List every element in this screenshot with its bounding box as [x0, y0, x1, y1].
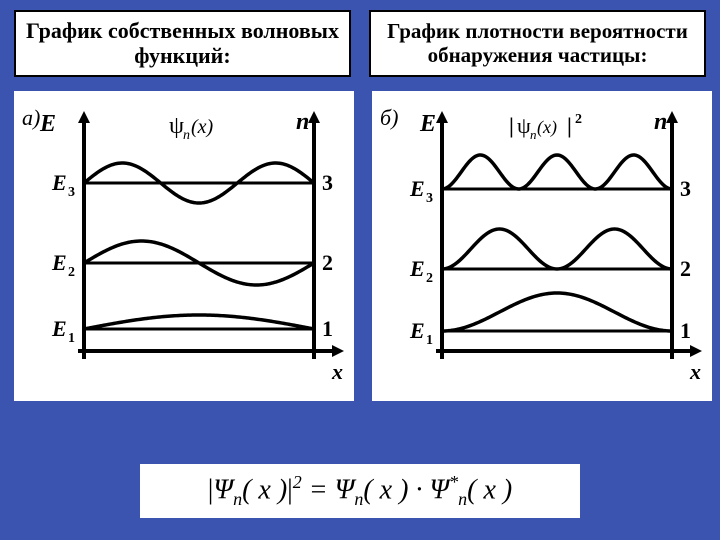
- psi-arg-x: ( x ): [242, 474, 287, 505]
- rhs-psi2-arg: ( x ): [467, 474, 512, 505]
- svg-text:x: x: [689, 359, 701, 384]
- svg-text:a): a): [22, 105, 40, 130]
- plots-row: a)Enxψn(x)E11E22E33 б)Enx|ψn(x)|2E11E22E…: [0, 77, 720, 401]
- svg-text:2: 2: [680, 256, 691, 281]
- svg-text:E: E: [409, 318, 425, 343]
- title-row: График собственных волновых функций: Гра…: [0, 0, 720, 77]
- panel-a: a)Enxψn(x)E11E22E33: [14, 91, 354, 401]
- formula: |Ψn( x )|2 = Ψn( x ) · Ψ*n( x ): [140, 464, 580, 518]
- dot: ·: [415, 474, 429, 505]
- svg-text:n: n: [183, 128, 190, 143]
- svg-text:1: 1: [68, 331, 75, 346]
- slide: График собственных волновых функций: Гра…: [0, 0, 720, 540]
- square: 2: [293, 472, 302, 492]
- rhs-psi1: Ψ: [335, 474, 355, 505]
- title-right: График плотности вероятности обнаружения…: [369, 10, 706, 77]
- wavefunction-plot: a)Enxψn(x)E11E22E33: [14, 91, 354, 401]
- svg-text:б): б): [380, 105, 398, 130]
- psi-sub-n: n: [233, 489, 242, 509]
- rhs-psi1-arg: ( x ): [363, 474, 408, 505]
- svg-text:2: 2: [426, 271, 433, 286]
- svg-text:(x): (x): [191, 116, 214, 138]
- rhs-psi1-sub: n: [354, 489, 363, 509]
- svg-text:E: E: [39, 111, 56, 137]
- svg-text:E: E: [51, 170, 67, 195]
- svg-text:n: n: [530, 127, 537, 142]
- svg-text:|: |: [567, 113, 572, 138]
- svg-text:n: n: [654, 109, 667, 135]
- svg-text:n: n: [296, 109, 309, 135]
- svg-text:E: E: [409, 176, 425, 201]
- rhs-psi2: Ψ: [429, 474, 449, 505]
- svg-text:1: 1: [426, 333, 433, 348]
- svg-text:3: 3: [322, 170, 333, 195]
- svg-text:3: 3: [680, 176, 691, 201]
- svg-text:2: 2: [322, 250, 333, 275]
- svg-text:x: x: [331, 359, 343, 384]
- rhs-psi2-sub: n: [458, 489, 467, 509]
- svg-text:E: E: [51, 250, 67, 275]
- svg-text:2: 2: [68, 265, 75, 280]
- equals: =: [309, 474, 335, 505]
- svg-text:E: E: [51, 316, 67, 341]
- svg-text:E: E: [419, 111, 436, 137]
- svg-text:|: |: [509, 113, 514, 138]
- svg-text:E: E: [409, 256, 425, 281]
- svg-text:1: 1: [322, 316, 333, 341]
- panel-b: б)Enx|ψn(x)|2E11E22E33: [372, 91, 712, 401]
- title-left: График собственных волновых функций:: [14, 10, 351, 77]
- svg-text:3: 3: [68, 185, 75, 200]
- probability-density-plot: б)Enx|ψn(x)|2E11E22E33: [372, 91, 712, 401]
- rhs-psi2-star: *: [449, 472, 458, 492]
- svg-text:ψ: ψ: [169, 113, 184, 139]
- svg-text:ψ: ψ: [517, 113, 531, 138]
- svg-text:(x): (x): [537, 117, 557, 138]
- psi-symbol: Ψ: [213, 474, 233, 505]
- svg-text:3: 3: [426, 191, 433, 206]
- svg-text:1: 1: [680, 318, 691, 343]
- svg-text:2: 2: [575, 112, 582, 127]
